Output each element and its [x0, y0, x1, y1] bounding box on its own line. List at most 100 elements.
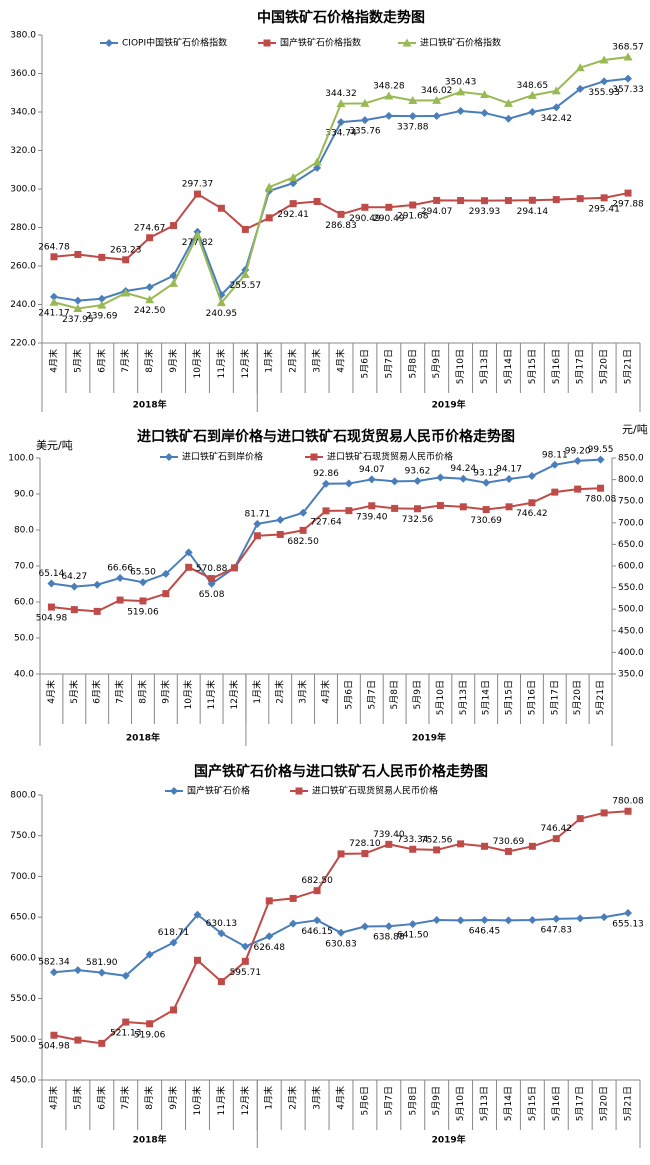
data-point [456, 87, 466, 96]
data-point [481, 197, 489, 205]
data-label: 290.49 [373, 214, 405, 224]
x-tick-label: 5月17日 [575, 1086, 586, 1121]
y-tick-label: 380.0 [10, 31, 36, 41]
data-label: 368.57 [612, 43, 644, 53]
data-label: 348.28 [373, 82, 405, 92]
data-label: 294.14 [517, 207, 549, 217]
x-tick-label: 4月末 [47, 349, 59, 373]
x-tick-label: 4月末 [45, 680, 57, 704]
y2-tick-label: 450.0 [618, 626, 644, 636]
data-label: 746.42 [516, 509, 548, 519]
x-tick-label: 12月末 [239, 349, 251, 378]
legend-marker [165, 453, 173, 461]
x-tick-label: 5月9日 [431, 1086, 442, 1115]
data-label: 291.68 [397, 212, 429, 222]
x-tick-label: 5月9日 [431, 349, 442, 378]
y-tick-label: 300.0 [10, 185, 36, 195]
data-point [122, 1018, 130, 1026]
data-point [504, 197, 512, 205]
data-label: 630.13 [206, 919, 238, 929]
data-label: 682.50 [301, 876, 333, 886]
data-label: 277.82 [182, 238, 214, 248]
data-point [299, 508, 308, 517]
data-label: 239.69 [86, 312, 118, 322]
x-tick-label: 5月14日 [503, 1086, 514, 1121]
data-point [432, 95, 442, 104]
data-point [390, 477, 399, 486]
data-label: 337.88 [397, 123, 429, 133]
data-point [49, 292, 58, 301]
legend-marker [170, 787, 178, 795]
data-point [276, 515, 285, 524]
data-point [289, 894, 297, 902]
legend-label: 国产铁矿石价格 [187, 785, 250, 797]
data-point [599, 55, 609, 64]
data-point [70, 606, 78, 614]
data-label: 519.06 [127, 607, 159, 617]
x-tick-label: 1月末 [263, 349, 275, 373]
data-label: 780.08 [585, 495, 617, 505]
data-point [50, 253, 58, 261]
legend-marker [310, 453, 318, 461]
data-label: 64.27 [61, 572, 87, 582]
data-label: 65.08 [199, 590, 225, 600]
data-point [576, 84, 585, 93]
data-label: 93.12 [473, 468, 499, 478]
data-point [480, 108, 489, 117]
data-point [528, 108, 537, 116]
data-point [367, 475, 376, 484]
data-label: 286.83 [325, 221, 357, 231]
data-label: 237.95 [62, 315, 94, 325]
x-tick-label: 11月末 [215, 349, 227, 378]
data-point [361, 850, 369, 858]
data-point [337, 210, 345, 218]
data-point [528, 499, 536, 507]
y2-tick-label: 700.0 [618, 518, 644, 528]
y-tick-label: 80.0 [14, 526, 34, 536]
data-point [146, 1020, 154, 1028]
data-point [74, 1036, 82, 1044]
data-point [551, 488, 559, 496]
data-point [624, 807, 632, 815]
x-tick-label: 4月末 [47, 1086, 59, 1110]
data-point [240, 270, 250, 279]
data-point [122, 256, 130, 264]
data-point [596, 455, 605, 464]
x-tick-label: 2月末 [287, 1086, 299, 1110]
group-label: 2019年 [432, 1134, 466, 1146]
legend-marker [105, 39, 113, 47]
data-point [265, 897, 273, 905]
y-tick-label: 450.0 [10, 1076, 36, 1086]
data-point [230, 564, 238, 572]
data-label: 739.40 [356, 512, 388, 522]
data-label: 638.88 [373, 933, 405, 943]
data-point [528, 842, 536, 850]
data-point [505, 503, 513, 511]
data-point [504, 916, 513, 925]
data-point [264, 182, 274, 191]
data-point [457, 197, 465, 205]
series-line [51, 487, 601, 613]
x-tick-label: 5月15日 [504, 680, 515, 715]
y-tick-label: 340.0 [10, 108, 36, 118]
data-point [360, 116, 369, 125]
data-point [313, 198, 321, 206]
data-point [98, 253, 106, 261]
data-label: 618.71 [158, 928, 190, 938]
x-tick-label: 5月20日 [572, 680, 583, 715]
data-point [289, 919, 298, 928]
x-tick-label: 10月末 [182, 680, 194, 709]
y-tick-label: 260.0 [10, 262, 36, 272]
data-label: 344.32 [325, 89, 357, 99]
y-tick-label: 280.0 [10, 223, 36, 233]
data-label: 728.10 [349, 839, 381, 849]
data-point [70, 582, 79, 591]
data-label: 297.37 [182, 180, 214, 190]
x-tick-label: 5月8日 [407, 1086, 418, 1115]
data-label: 646.45 [469, 927, 501, 937]
legend-marker [402, 38, 412, 47]
data-point [552, 196, 560, 204]
data-label: 641.50 [397, 931, 429, 941]
